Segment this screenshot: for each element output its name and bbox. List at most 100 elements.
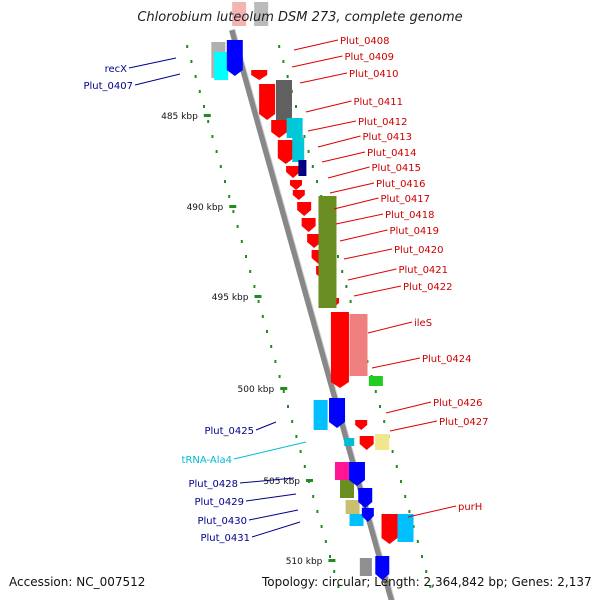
label-leader-line xyxy=(321,151,366,163)
gene-label-plut_0424: Plut_0424 xyxy=(422,354,472,365)
gene-label-plut_0428: Plut_0428 xyxy=(188,479,238,490)
gene-plut-0429 xyxy=(340,480,354,498)
gene-label-plut_0410: Plut_0410 xyxy=(349,69,399,80)
gene-plut-0431 xyxy=(349,514,364,526)
scale-dot-left xyxy=(278,375,281,378)
gene-label-plut_0429: Plut_0429 xyxy=(194,497,244,508)
gene-label-plut_0430: Plut_0430 xyxy=(197,516,247,527)
gene-red xyxy=(251,70,268,80)
label-leader-line xyxy=(343,248,393,260)
gene-navy xyxy=(298,160,307,176)
scale-dot-right xyxy=(282,60,285,63)
scale-dot-left xyxy=(299,450,302,453)
scale-dot-left xyxy=(249,270,252,273)
scale-dot-right xyxy=(395,465,398,468)
label-leader-line xyxy=(293,39,339,51)
gene-label-plut_0431: Plut_0431 xyxy=(200,533,250,544)
gene-plut-0407 xyxy=(214,52,229,80)
gene-faded xyxy=(254,2,269,26)
scale-dot-left xyxy=(287,405,289,408)
scale-dot-left xyxy=(312,495,315,498)
scale-label: 495 kbp xyxy=(212,293,249,303)
gene-plut-0428 xyxy=(334,462,349,480)
scale-dot-left xyxy=(236,225,239,228)
scale-dot-right xyxy=(404,495,407,498)
gene-label-plut_0418: Plut_0418 xyxy=(385,210,435,221)
gene-blue xyxy=(375,556,390,580)
label-leader-line xyxy=(367,321,413,334)
gene-label-plut_0419: Plut_0419 xyxy=(390,226,440,237)
scale-dot-right xyxy=(429,585,432,588)
gene-label-plut_0425: Plut_0425 xyxy=(204,426,254,437)
gene-red xyxy=(301,218,316,232)
gene-label-plut_0427: Plut_0427 xyxy=(439,417,489,428)
scale-label: 485 kbp xyxy=(161,112,198,122)
gene-olive xyxy=(318,196,337,308)
label-leader-line xyxy=(245,493,297,502)
scale-dot-left xyxy=(274,360,277,363)
gene-red xyxy=(359,436,374,450)
gene-label-plut_0409: Plut_0409 xyxy=(345,52,395,63)
gene-label-plut_0411: Plut_0411 xyxy=(354,97,404,108)
gene-label-trna-ala4: tRNA-Ala4 xyxy=(182,455,232,466)
scale-dot-left xyxy=(320,525,323,528)
label-leader-line xyxy=(333,197,379,210)
scale-dot-right xyxy=(374,390,377,393)
topology-text: Topology: circular; Length: 2,364,842 bp… xyxy=(262,575,592,589)
label-leader-line xyxy=(389,420,438,432)
label-leader-line xyxy=(255,421,277,431)
scale-label: 510 kbp xyxy=(286,557,323,567)
gene-label-plut_0407: Plut_0407 xyxy=(83,81,133,92)
label-leader-line xyxy=(327,166,370,179)
scale-dot-left xyxy=(333,570,336,573)
scale-dot-left xyxy=(186,45,189,48)
scale-major-tick xyxy=(203,114,211,117)
gene-faded xyxy=(232,2,247,26)
gene-plut-0424 xyxy=(368,376,383,386)
label-leader-line xyxy=(307,120,357,132)
gene-label-plut_0421: Plut_0421 xyxy=(399,265,449,276)
scale-label: 490 kbp xyxy=(187,203,224,213)
scale-dot-right xyxy=(391,450,394,453)
scale-major-tick xyxy=(280,387,288,390)
scale-dot-left xyxy=(198,90,201,93)
gene-plut-0427 xyxy=(375,434,390,450)
gene-label-plut_0414: Plut_0414 xyxy=(367,148,417,159)
gene-label-plut_0420: Plut_0420 xyxy=(394,245,444,256)
scale-dot-right xyxy=(383,420,386,423)
scale-dot-left xyxy=(270,345,273,348)
scale-dot-left xyxy=(291,420,294,423)
scale-dot-right xyxy=(286,75,289,78)
scale-dot-left xyxy=(211,135,214,138)
scale-dot-left xyxy=(228,195,231,198)
scale-dot-right xyxy=(295,105,297,108)
scale-dot-left xyxy=(207,120,210,123)
gene-cyan xyxy=(292,138,305,162)
label-leader-line xyxy=(371,357,421,369)
gene-label-plut_0412: Plut_0412 xyxy=(358,117,408,128)
gene-gray xyxy=(359,558,372,576)
label-leader-line xyxy=(134,73,181,86)
gene-red xyxy=(277,140,294,164)
scale-dot-left xyxy=(232,210,235,213)
gene-label-plut_0408: Plut_0408 xyxy=(340,36,390,47)
scale-dot-left xyxy=(303,465,306,468)
gene-red xyxy=(297,202,312,216)
scale-dot-right xyxy=(408,510,411,513)
gene-blue xyxy=(348,462,365,486)
scale-dot-left xyxy=(253,285,256,288)
scale-dot-left xyxy=(190,60,193,63)
gene-label-plut_0417: Plut_0417 xyxy=(381,194,431,205)
label-leader-line xyxy=(248,509,299,521)
scale-major-tick xyxy=(254,295,262,298)
accession-text: Accession: NC_007512 xyxy=(9,575,146,589)
gene-blue xyxy=(358,488,373,508)
scale-dot-left xyxy=(215,150,218,153)
scale-dot-left xyxy=(282,390,285,393)
scale-dot-left xyxy=(219,165,222,168)
label-leader-line xyxy=(347,268,397,281)
scale-dot-left xyxy=(245,255,247,258)
scale-dot-left xyxy=(316,510,319,513)
